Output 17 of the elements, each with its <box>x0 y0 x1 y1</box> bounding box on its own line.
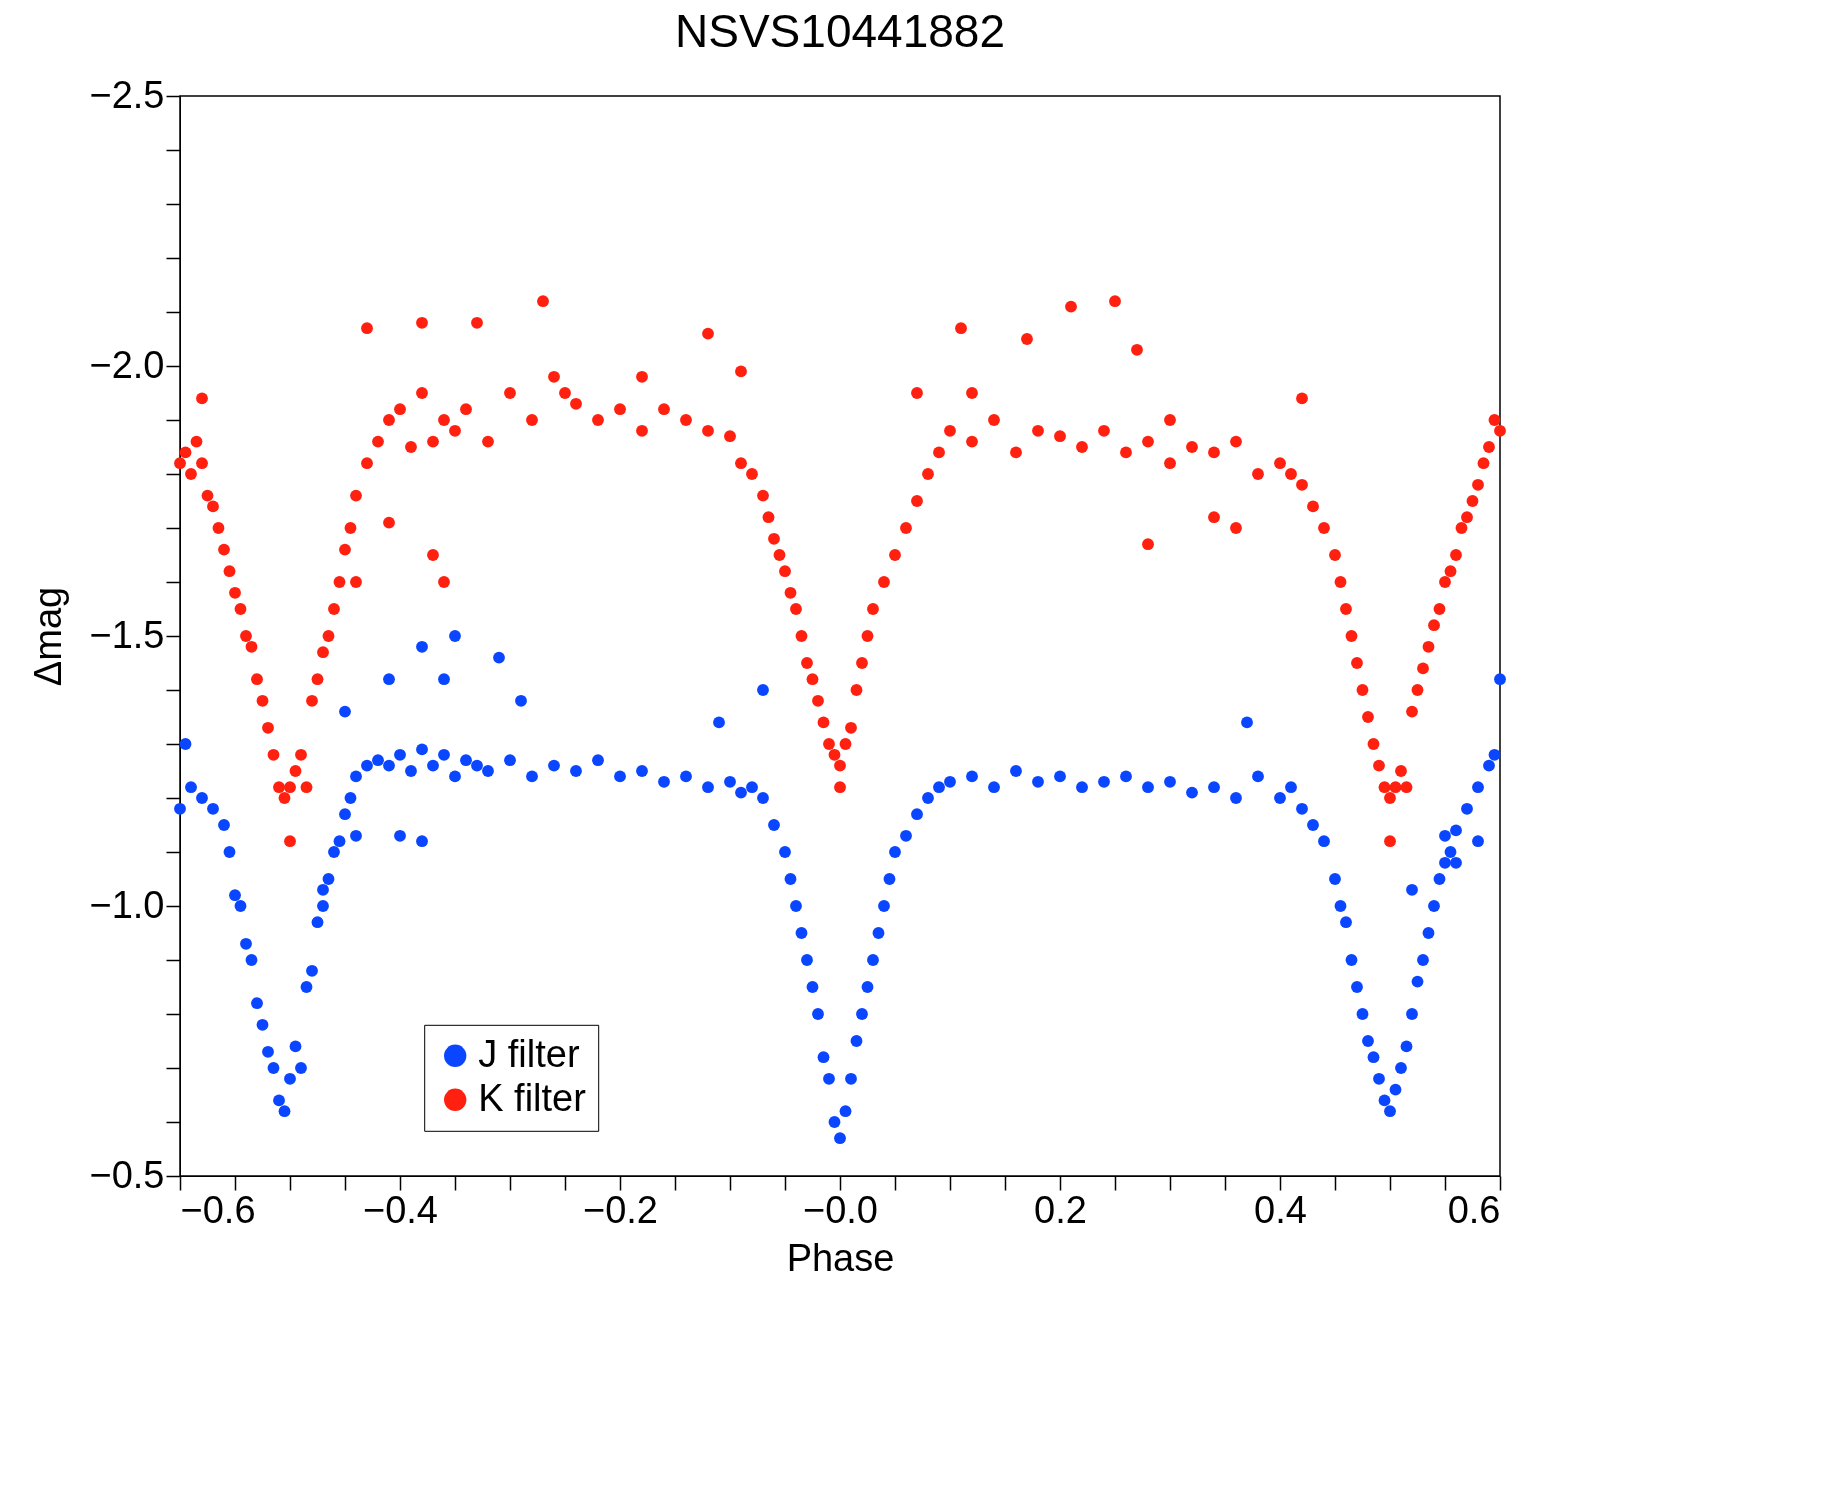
x-tick-label: −0.2 <box>582 1188 659 1231</box>
chart-title: NSVS10441882 <box>675 5 1005 57</box>
x-tick-label: 0.6 <box>1447 1188 1501 1231</box>
y-tick-label: −1.5 <box>89 613 165 656</box>
x-axis-title: Phase <box>786 1236 895 1279</box>
x-tick-label: −0.0 <box>802 1188 879 1231</box>
legend-label: K filter <box>478 1076 587 1119</box>
x-tick-label: 0.4 <box>1254 1188 1307 1231</box>
legend-label: J filter <box>478 1032 580 1075</box>
x-tick-label: 0.2 <box>1034 1188 1087 1231</box>
y-tick-label: −2.5 <box>89 73 165 116</box>
y-axis-title: Δmag <box>27 586 70 687</box>
y-tick-label: −1.0 <box>89 883 165 926</box>
y-tick-label: −0.5 <box>89 1153 165 1196</box>
x-tick-label: −0.6 <box>180 1188 256 1231</box>
x-tick-label: −0.4 <box>362 1188 439 1231</box>
y-tick-label: −2.0 <box>89 343 165 386</box>
